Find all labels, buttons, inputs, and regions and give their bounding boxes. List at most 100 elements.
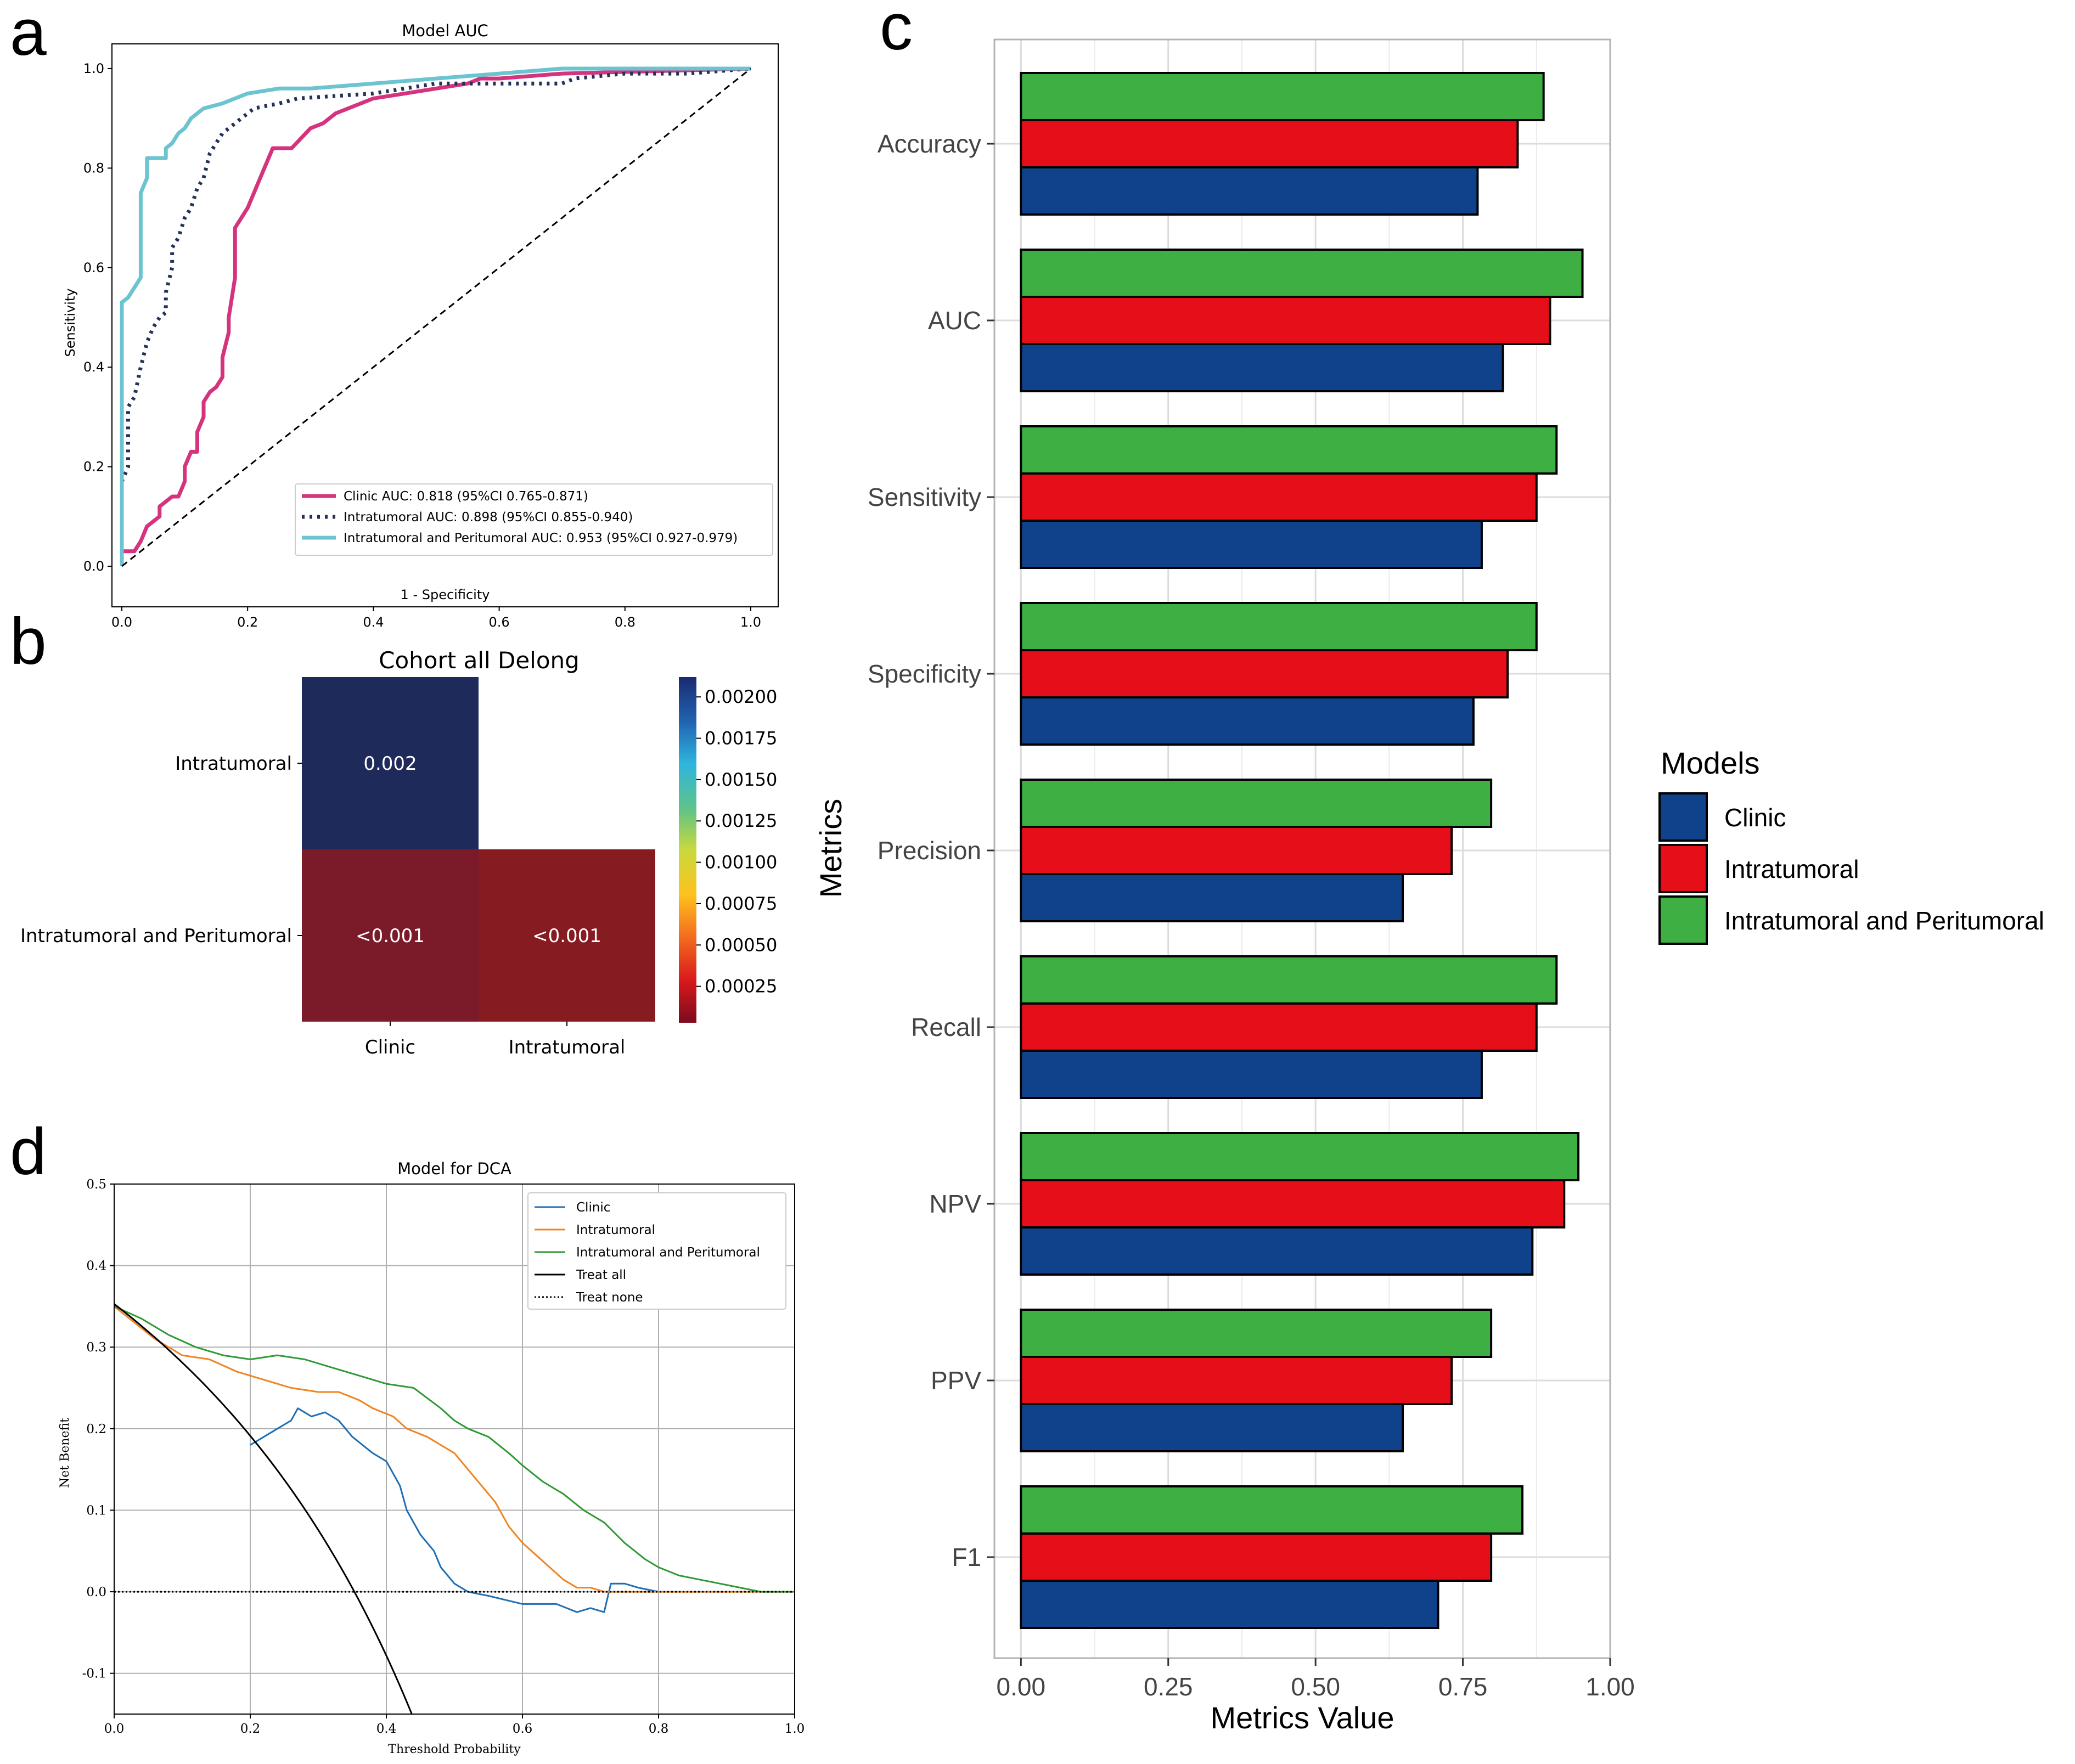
panel-d-ytick-label: 0.5 — [86, 1177, 106, 1192]
panel-b-cell-value: <0.001 — [356, 925, 425, 947]
panel-a-xtick-label: 0.4 — [363, 615, 384, 630]
panel-d-dca-chart: Model for DCA Threshold Probability Net … — [58, 1159, 805, 1756]
panel-letter-a: a — [10, 0, 47, 69]
panel-c-bar — [1020, 649, 1509, 698]
panel-c-bar — [1020, 119, 1519, 168]
panel-c-category-label: Accuracy — [878, 129, 981, 158]
panel-c-bar — [1020, 873, 1404, 922]
panel-b-cell-value: 0.002 — [363, 753, 417, 775]
panel-c-bar — [1020, 1356, 1453, 1405]
panel-c-bar — [1020, 1485, 1524, 1535]
panel-letter-d: d — [10, 1115, 47, 1188]
panel-a-series-line — [120, 66, 751, 566]
panel-b-colorbar — [679, 677, 696, 1023]
panel-d-xtick-label: 1.0 — [785, 1722, 805, 1736]
panel-a-ytick-label: 0.2 — [83, 459, 104, 475]
panel-d-legend: Clinic Intratumoral Intratumoral and Perit… — [527, 1192, 786, 1310]
panel-a-legend-label: Intratumoral and Peritumoral AUC: 0.953 … — [344, 531, 738, 545]
panel-d-ylabel: Net Benefit — [58, 1418, 72, 1488]
panel-c-bar — [1020, 1179, 1566, 1228]
panel-c-bar — [1020, 1580, 1439, 1629]
panel-c-legend-label: Intratumoral — [1724, 855, 1859, 883]
panel-d-series-line — [114, 1305, 795, 1593]
panel-d-xlabel: Threshold Probability — [388, 1743, 521, 1756]
panel-a-ytick-label: 0.4 — [83, 359, 104, 375]
panel-c-category-label: NPV — [929, 1190, 981, 1218]
panel-a-series-line — [120, 66, 751, 566]
panel-c-category-label: Precision — [878, 836, 981, 865]
panel-c-bar — [1020, 249, 1584, 298]
panel-c-bar — [1020, 425, 1558, 475]
panel-d-series-line — [114, 1303, 413, 1714]
panel-d-series-line — [114, 1305, 795, 1593]
panel-b-heatmap-cell — [479, 849, 655, 1022]
panel-a-series-line — [120, 66, 751, 566]
panel-b-colorbar-label: 0.00150 — [705, 769, 777, 790]
panel-d-legend-label: Intratumoral — [576, 1223, 655, 1237]
panel-c-bar — [1020, 696, 1475, 746]
panel-a-xlabel: 1 - Specificity — [401, 587, 490, 602]
panel-c-xtick-label: 0.25 — [1144, 1672, 1193, 1701]
panel-b-cell-value: <0.001 — [532, 925, 601, 947]
panel-c-bar — [1020, 1309, 1493, 1358]
panel-c-category-label: F1 — [952, 1543, 981, 1571]
panel-c-category-label: Recall — [911, 1013, 981, 1041]
panel-b-col-label: Intratumoral — [509, 1036, 626, 1058]
panel-c-legend-swatch — [1658, 895, 1708, 945]
panel-b-colorbar-label: 0.00050 — [705, 934, 777, 955]
panel-c-category-label: Specificity — [868, 660, 981, 688]
panel-d-ytick-label: 0.4 — [86, 1259, 106, 1273]
panel-c-xtick-label: 0.50 — [1291, 1672, 1340, 1701]
panel-c-xtick-label: 0.00 — [997, 1672, 1046, 1701]
panel-b-colorbar-label: 0.00125 — [705, 810, 777, 831]
panel-d-ytick-label: 0.1 — [86, 1503, 106, 1518]
panel-c-bar — [1020, 166, 1479, 216]
panel-a-ytick-label: 0.0 — [83, 559, 104, 574]
panel-d-legend-label: Treat none — [576, 1290, 643, 1305]
panel-b-row-label: Intratumoral and Peritumoral — [20, 925, 292, 947]
panel-c-category-label: AUC — [928, 306, 981, 335]
panel-a-xtick-label: 0.8 — [615, 615, 636, 630]
panel-c-legend-label: Intratumoral and Peritumoral — [1724, 906, 2044, 935]
panel-c-legend-label: Clinic — [1724, 803, 1786, 832]
panel-c-bar — [1020, 955, 1558, 1005]
panel-c-bar — [1020, 1002, 1538, 1052]
panel-a-legend-label: Clinic AUC: 0.818 (95%CI 0.765-0.871) — [344, 489, 588, 504]
panel-d-title: Model for DCA — [397, 1159, 511, 1178]
panel-c-bar — [1020, 1532, 1493, 1582]
panel-b-colorbar-label: 0.00175 — [705, 728, 777, 749]
panel-b-colorbar-label: 0.00025 — [705, 976, 777, 997]
panel-c-bar — [1020, 1403, 1404, 1452]
panel-a-ytick-label: 0.8 — [83, 160, 104, 176]
panel-a-xtick-label: 1.0 — [740, 615, 761, 630]
panel-c-category-label: PPV — [931, 1366, 981, 1395]
panel-d-series-line — [250, 1407, 659, 1613]
panel-letter-b: b — [10, 605, 47, 678]
panel-d-ytick-label: -0.1 — [82, 1667, 106, 1681]
panel-b-row-label: Intratumoral — [175, 753, 292, 775]
panel-a-frame — [111, 43, 779, 607]
panel-a-title: Model AUC — [402, 21, 488, 40]
panel-b-colorbar-label: 0.00200 — [705, 686, 777, 707]
panel-d-frame — [114, 1183, 795, 1715]
panel-c-xtick-label: 1.00 — [1585, 1672, 1635, 1701]
panel-b-title: Cohort all Delong — [379, 647, 580, 674]
panel-c-category-label: Sensitivity — [868, 483, 981, 511]
panel-b-colorbar-label: 0.00075 — [705, 893, 777, 914]
panel-c-bar — [1020, 826, 1453, 875]
panel-c-bar — [1020, 1226, 1534, 1276]
panel-c-xtick-label: 0.75 — [1438, 1672, 1488, 1701]
panel-a-ylabel: Sensitivity — [63, 289, 78, 357]
panel-d-xtick-label: 0.8 — [649, 1722, 669, 1736]
panel-c-xlabel: Metrics Value — [1210, 1700, 1394, 1735]
panel-letter-c: c — [880, 0, 913, 64]
panel-d-legend-label: Clinic — [576, 1201, 610, 1215]
panel-c-legend-title: Models — [1661, 746, 1760, 780]
panel-c-bar — [1020, 520, 1483, 569]
panel-c-bar — [1020, 779, 1493, 828]
panel-a-chance-line — [121, 67, 751, 567]
panel-c-bar — [1020, 1132, 1580, 1181]
panel-c-bar — [1020, 343, 1504, 392]
panel-d-xtick-label: 0.0 — [104, 1722, 125, 1736]
